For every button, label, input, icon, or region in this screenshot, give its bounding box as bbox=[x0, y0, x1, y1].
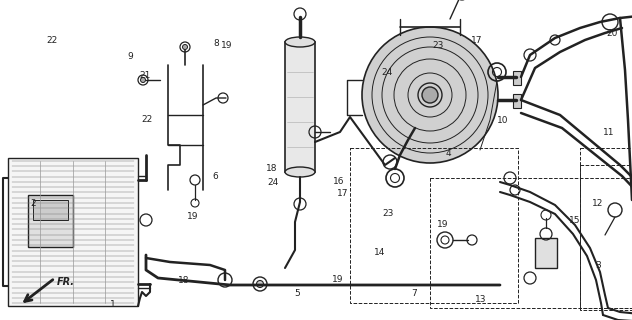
Ellipse shape bbox=[285, 37, 315, 47]
Circle shape bbox=[422, 87, 438, 103]
Text: 19: 19 bbox=[187, 212, 198, 221]
Ellipse shape bbox=[285, 167, 315, 177]
Text: 17: 17 bbox=[337, 189, 349, 198]
Text: 18: 18 bbox=[266, 164, 277, 173]
Text: 4: 4 bbox=[446, 149, 451, 158]
Bar bbox=[8, 158, 138, 306]
Text: 12: 12 bbox=[592, 199, 603, 208]
Bar bbox=[430, 178, 632, 308]
Text: 22: 22 bbox=[47, 36, 58, 45]
Text: 21: 21 bbox=[139, 71, 150, 80]
Text: 19: 19 bbox=[221, 41, 233, 50]
Text: 5: 5 bbox=[294, 289, 300, 298]
Text: 6: 6 bbox=[212, 172, 218, 180]
Text: 22: 22 bbox=[141, 115, 152, 124]
Bar bbox=[350, 148, 518, 303]
Text: 17: 17 bbox=[471, 36, 482, 45]
Circle shape bbox=[140, 77, 145, 83]
Text: 24: 24 bbox=[267, 178, 279, 187]
Text: 1: 1 bbox=[109, 300, 116, 309]
Text: 8: 8 bbox=[213, 39, 219, 48]
Bar bbox=[285, 42, 315, 172]
Text: 10: 10 bbox=[497, 116, 509, 124]
Text: 11: 11 bbox=[603, 128, 614, 137]
Text: 9: 9 bbox=[127, 52, 133, 61]
Bar bbox=[580, 165, 632, 310]
Bar bbox=[513, 71, 521, 85]
Text: 19: 19 bbox=[332, 275, 343, 284]
Text: 18: 18 bbox=[178, 276, 190, 285]
Circle shape bbox=[183, 44, 188, 50]
Text: 15: 15 bbox=[569, 216, 581, 225]
Bar bbox=[28, 195, 73, 247]
Text: 3: 3 bbox=[595, 261, 602, 270]
Text: 20: 20 bbox=[606, 29, 617, 38]
Text: 19: 19 bbox=[437, 220, 448, 228]
Text: 23: 23 bbox=[382, 209, 394, 218]
Text: 2: 2 bbox=[30, 199, 35, 208]
Bar bbox=[33, 200, 68, 220]
Circle shape bbox=[362, 27, 498, 163]
Text: 24: 24 bbox=[381, 68, 392, 77]
Text: FR.: FR. bbox=[57, 277, 75, 287]
Text: 13: 13 bbox=[475, 295, 486, 304]
Text: 7: 7 bbox=[411, 289, 417, 298]
Text: 16: 16 bbox=[333, 177, 344, 186]
Text: 23: 23 bbox=[432, 41, 444, 50]
Text: 14: 14 bbox=[374, 248, 386, 257]
Bar bbox=[580, 148, 632, 308]
Circle shape bbox=[257, 281, 264, 287]
Bar bbox=[535, 238, 557, 268]
Bar bbox=[513, 94, 521, 108]
